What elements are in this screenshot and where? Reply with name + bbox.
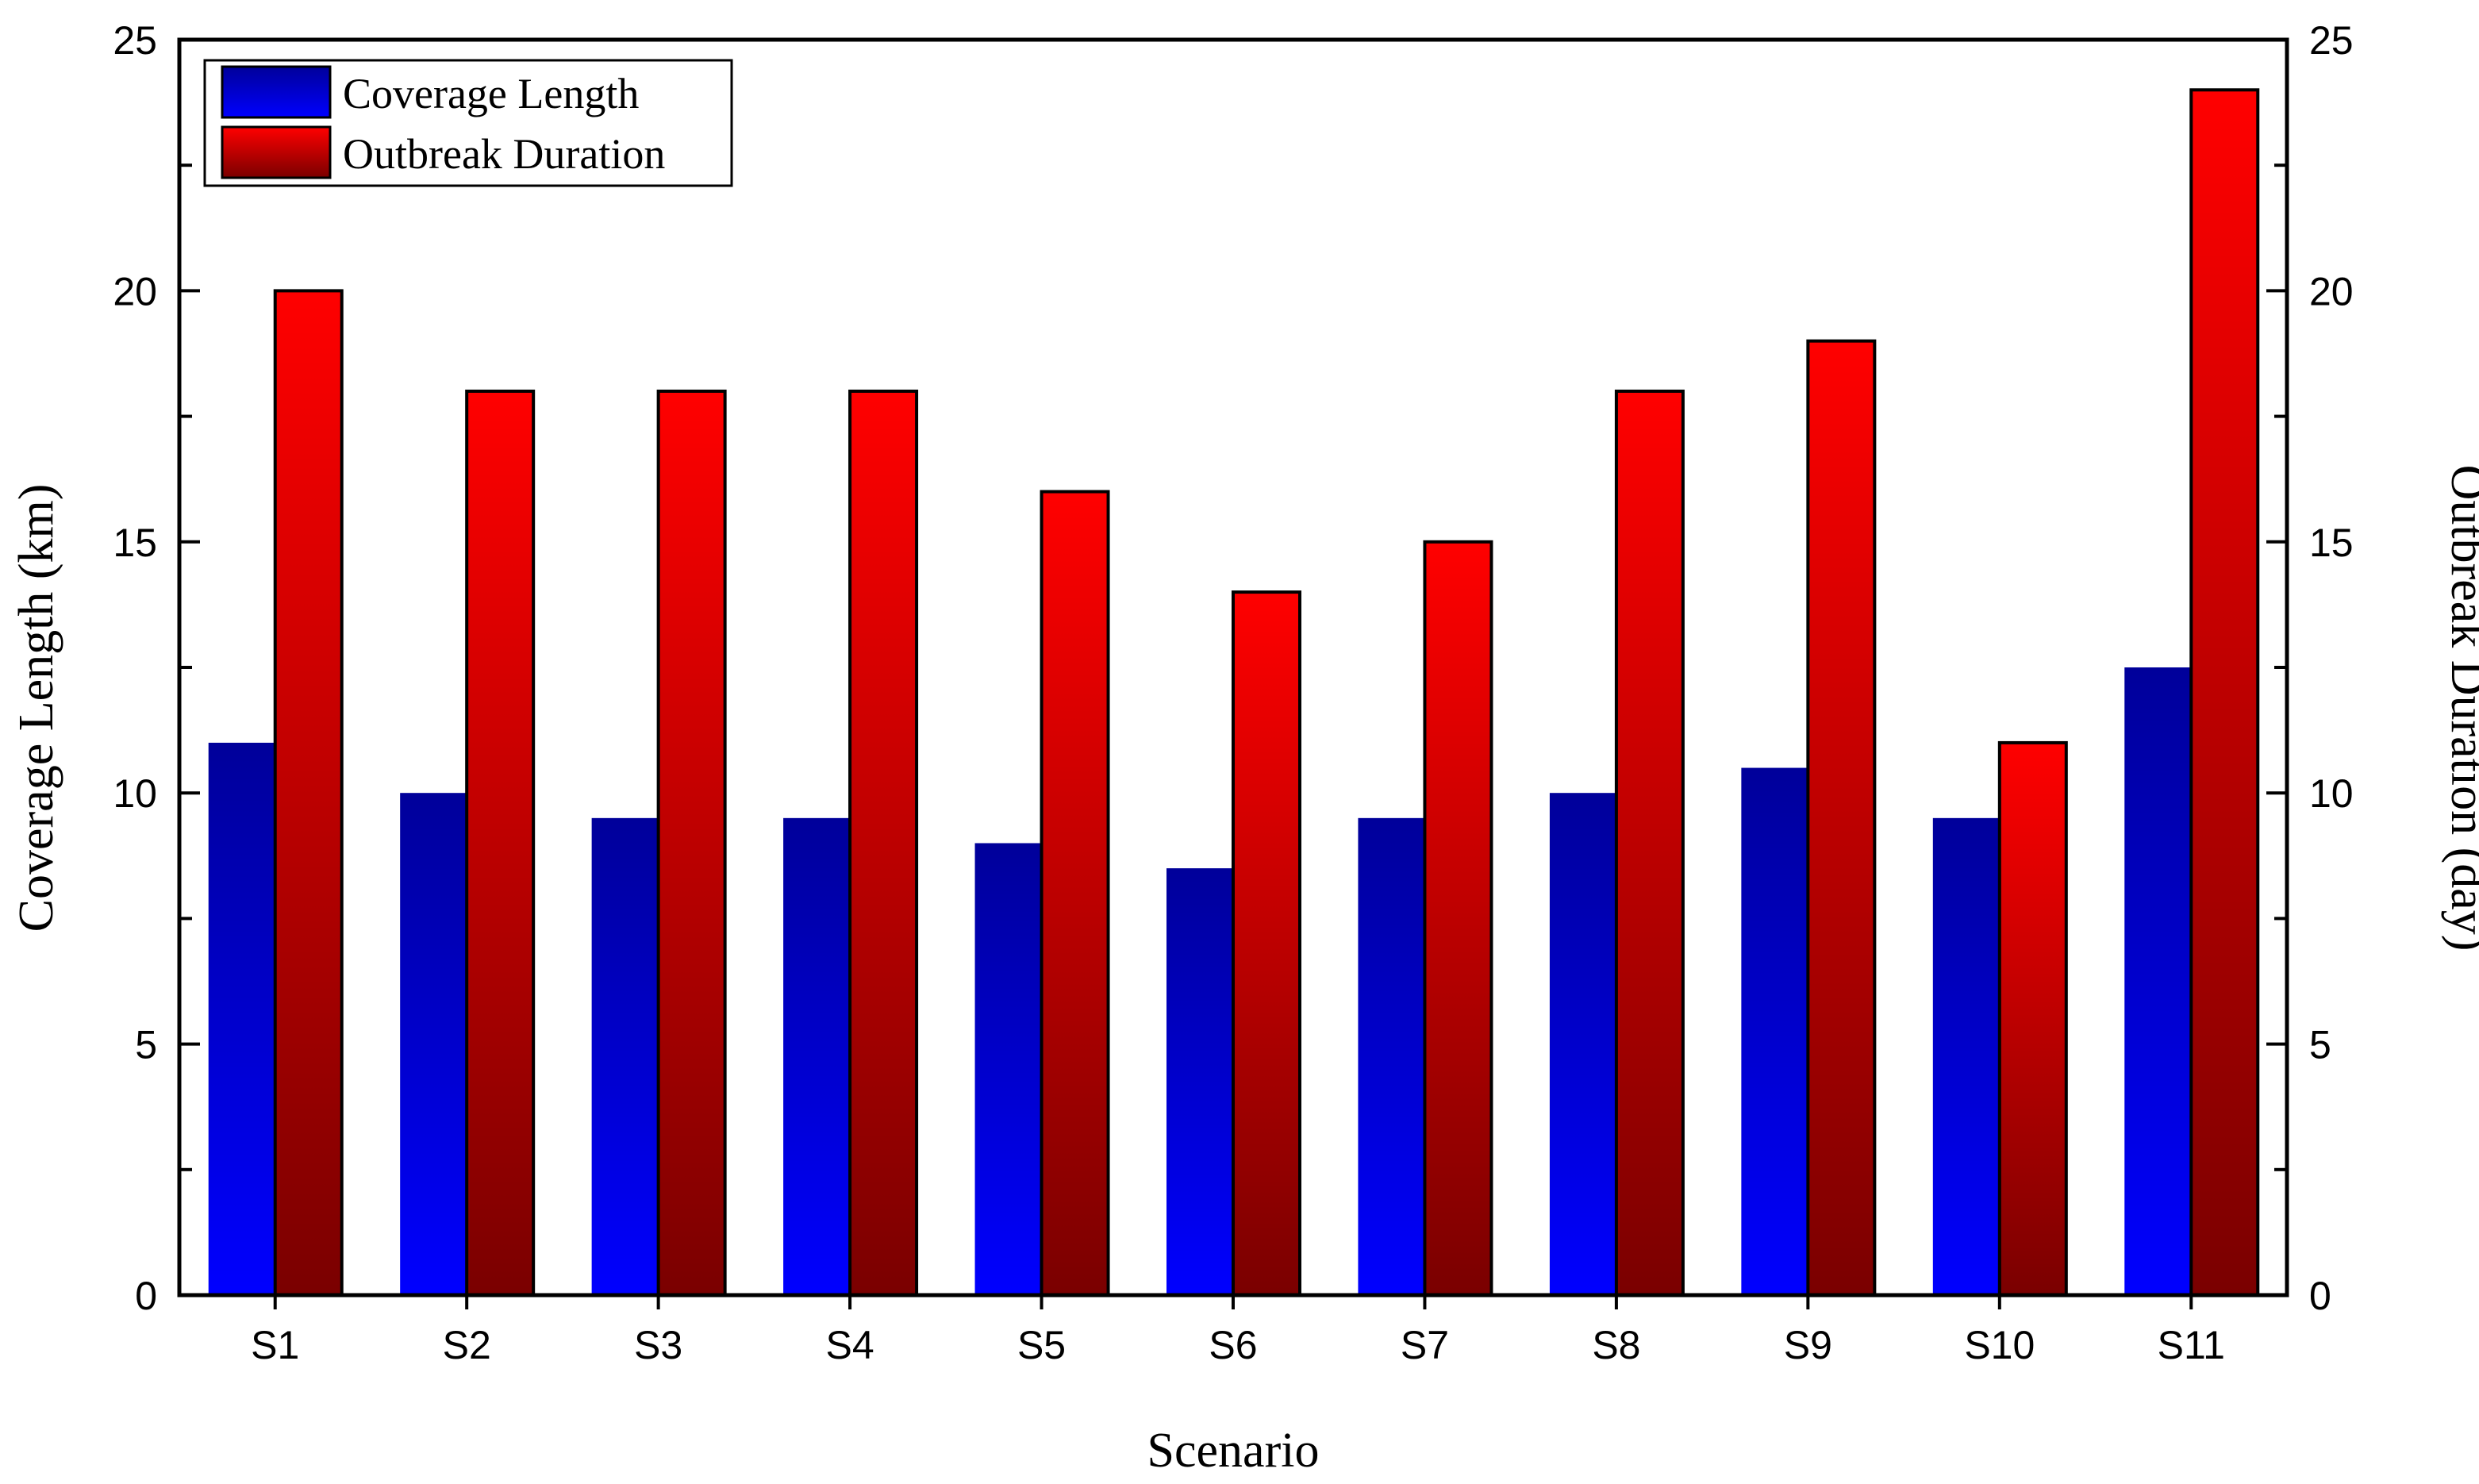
bar-outbreak-s8 bbox=[1614, 389, 1685, 1298]
x-tick-label-s3: S3 bbox=[634, 1323, 682, 1367]
legend-swatch-outbreak bbox=[221, 125, 332, 179]
bar-coverage-s2 bbox=[400, 793, 467, 1295]
x-tick-label-s5: S5 bbox=[1017, 1323, 1066, 1367]
bars bbox=[208, 88, 2260, 1298]
y2-tick-label: 10 bbox=[2309, 771, 2354, 816]
x-tick-label-s8: S8 bbox=[1592, 1323, 1640, 1367]
bar-coverage-s3 bbox=[591, 817, 659, 1295]
bar-outbreak-s11 bbox=[2189, 88, 2260, 1297]
bar-outbreak-s9 bbox=[1806, 339, 1877, 1297]
bar-coverage-s10 bbox=[1932, 817, 2000, 1295]
y2-tick-label: 15 bbox=[2309, 521, 2354, 565]
bar-outbreak-s2 bbox=[465, 389, 536, 1298]
y-tick-label: 10 bbox=[113, 771, 157, 816]
x-tick-label-s9: S9 bbox=[1784, 1323, 1832, 1367]
x-axis-title: Scenario bbox=[1147, 1424, 1320, 1478]
bar-coverage-s5 bbox=[974, 843, 1042, 1295]
legend: Coverage Length Outbreak Duration bbox=[203, 59, 733, 187]
bar-coverage-s1 bbox=[208, 742, 275, 1295]
y2-tick-label: 25 bbox=[2309, 18, 2354, 63]
bar-outbreak-s6 bbox=[1232, 590, 1301, 1297]
legend-label-outbreak: Outbreak Duration bbox=[343, 130, 665, 178]
axis-ticks: S1 S2 S3 S4 S5 S6 S7 S8 S9 S10 S11 0 5 10 15 20 25 0 5 10 15… bbox=[113, 18, 2353, 1367]
x-tick-label-s2: S2 bbox=[443, 1323, 491, 1367]
bar-coverage-s11 bbox=[2124, 667, 2192, 1295]
x-tick-label-s1: S1 bbox=[251, 1323, 299, 1367]
y2-tick-label: 20 bbox=[2309, 269, 2354, 313]
y-tick-label: 15 bbox=[113, 521, 157, 565]
y-tick-label: 5 bbox=[135, 1023, 157, 1067]
y-tick-label: 0 bbox=[135, 1274, 157, 1318]
y-tick-label: 25 bbox=[113, 18, 157, 63]
x-tick-label-s11: S11 bbox=[2158, 1323, 2225, 1367]
x-tick-label-s10: S10 bbox=[1964, 1323, 2035, 1367]
x-tick-label-s4: S4 bbox=[826, 1323, 874, 1367]
x-tick-label-s7: S7 bbox=[1401, 1323, 1449, 1367]
bar-outbreak-s1 bbox=[273, 289, 344, 1297]
bar-coverage-s8 bbox=[1549, 793, 1616, 1295]
bar-coverage-s4 bbox=[783, 817, 851, 1295]
legend-swatch-coverage bbox=[221, 65, 332, 119]
bar-outbreak-s7 bbox=[1423, 540, 1493, 1297]
bar-outbreak-s4 bbox=[848, 389, 919, 1298]
bar-coverage-s7 bbox=[1358, 817, 1425, 1295]
bar-coverage-s9 bbox=[1741, 767, 1808, 1295]
y-axis-title: Coverage Length (km) bbox=[10, 484, 63, 932]
legend-label-coverage: Coverage Length bbox=[343, 70, 639, 117]
plot-frame bbox=[177, 37, 2289, 1298]
bar-outbreak-s5 bbox=[1040, 490, 1110, 1297]
y2-axis-title: Outbreak Duration (day) bbox=[2441, 465, 2479, 952]
bar-outbreak-s3 bbox=[656, 389, 727, 1298]
bar-outbreak-s10 bbox=[1997, 740, 2068, 1297]
y-tick-label: 20 bbox=[113, 269, 157, 313]
bar-coverage-s6 bbox=[1166, 868, 1233, 1295]
y2-tick-label: 0 bbox=[2309, 1274, 2331, 1318]
x-tick-label-s6: S6 bbox=[1209, 1323, 1257, 1367]
y2-tick-label: 5 bbox=[2309, 1023, 2331, 1067]
